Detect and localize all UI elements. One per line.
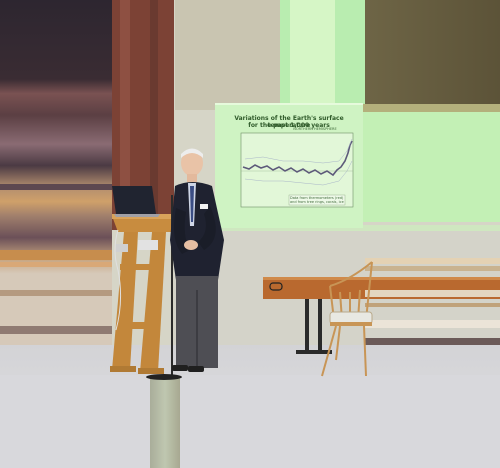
projected-slide: Variations of the Earth's surface temper… bbox=[215, 103, 363, 228]
graph-caption: NORTHERN HEMISPHERE bbox=[293, 127, 337, 131]
graph-legend: Data from thermometers (red) and from tr… bbox=[290, 196, 344, 204]
slide-title-line2: for the past 1,000 years bbox=[248, 122, 330, 129]
slide-title-line1: Variations of the Earth's surface temper… bbox=[234, 115, 344, 129]
temperature-graph bbox=[240, 132, 354, 208]
